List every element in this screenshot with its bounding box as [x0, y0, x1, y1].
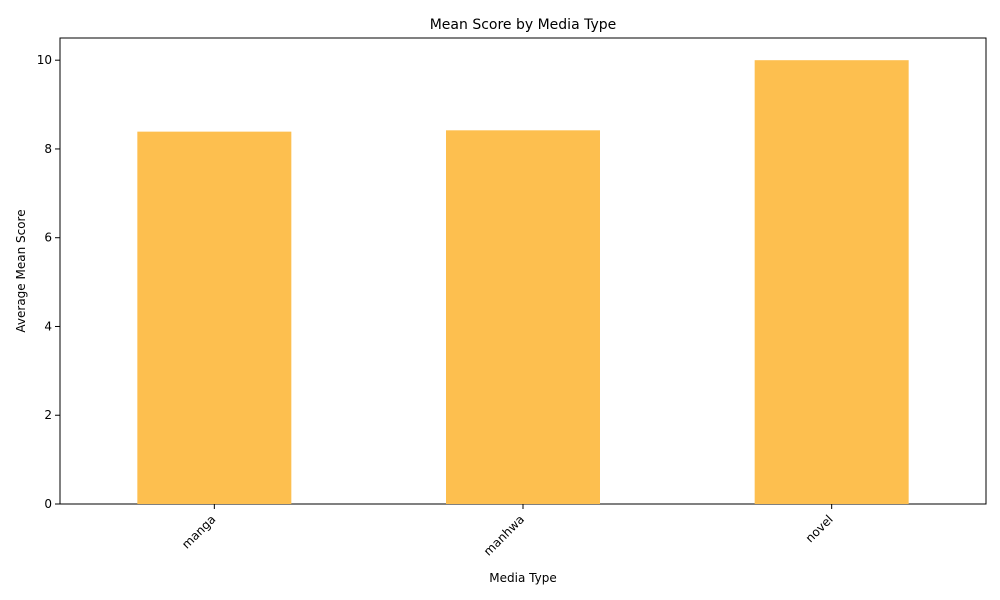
x-tick-label: manhwa: [481, 512, 527, 558]
chart-title: Mean Score by Media Type: [430, 17, 617, 33]
y-axis-label: Average Mean Score: [14, 209, 28, 332]
y-axis-ticks: 0 2 4 6 8 10: [37, 53, 60, 511]
y-tick-label: 0: [44, 497, 52, 511]
x-axis-label: Media Type: [489, 571, 556, 585]
plot-area: 0 2 4 6 8 10 manga manhwa novel: [37, 37, 987, 558]
bar-manga: [137, 131, 292, 505]
y-tick-label: 8: [44, 142, 52, 156]
bars-group: [137, 60, 909, 505]
y-tick-label: 4: [44, 319, 52, 333]
y-tick-label: 2: [44, 408, 52, 422]
bar-novel: [754, 60, 909, 504]
x-tick-label: manga: [179, 512, 218, 551]
bar-manhwa: [446, 130, 600, 504]
x-tick-label: novel: [803, 512, 836, 545]
x-axis-ticks: manga manhwa novel: [179, 504, 836, 558]
y-tick-label: 10: [37, 53, 52, 67]
y-tick-label: 6: [44, 231, 52, 245]
